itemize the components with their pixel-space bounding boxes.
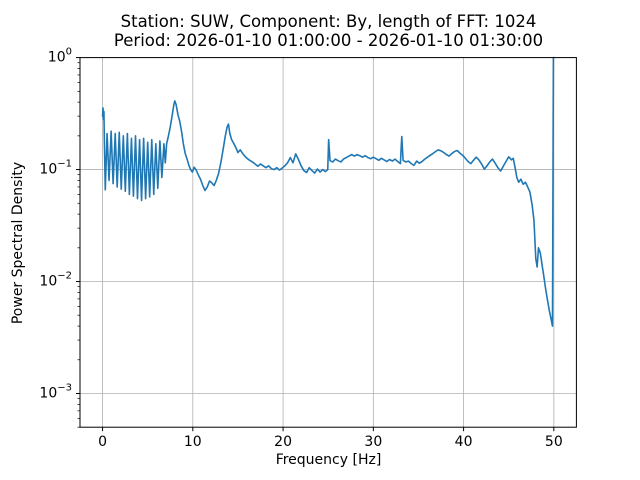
y-tick-label: 100 bbox=[48, 47, 72, 66]
plot-border bbox=[79, 57, 577, 428]
y-axis-label: Power Spectral Density bbox=[10, 161, 26, 325]
x-tick-label: 0 bbox=[98, 434, 107, 450]
y-tick-label: 10−1 bbox=[39, 159, 72, 178]
y-tick-label: 10−2 bbox=[39, 271, 72, 290]
psd-line bbox=[101, 56, 555, 327]
x-tick-label: 20 bbox=[274, 434, 292, 450]
y-tick-label: 10−3 bbox=[39, 382, 72, 401]
plot-title-line1: Station: SUW, Component: By, length of F… bbox=[120, 12, 537, 31]
x-tick-label: 50 bbox=[545, 434, 563, 450]
x-axis-label: Frequency [Hz] bbox=[275, 452, 382, 468]
x-tick-label: 30 bbox=[364, 434, 382, 450]
x-tick-label: 10 bbox=[184, 434, 202, 450]
plot-title: Station: SUW, Component: By, length of F… bbox=[80, 12, 577, 50]
plot-title-line2: Period: 2026-01-10 01:00:00 - 2026-01-10… bbox=[113, 30, 544, 50]
x-tick-label: 40 bbox=[455, 434, 473, 450]
